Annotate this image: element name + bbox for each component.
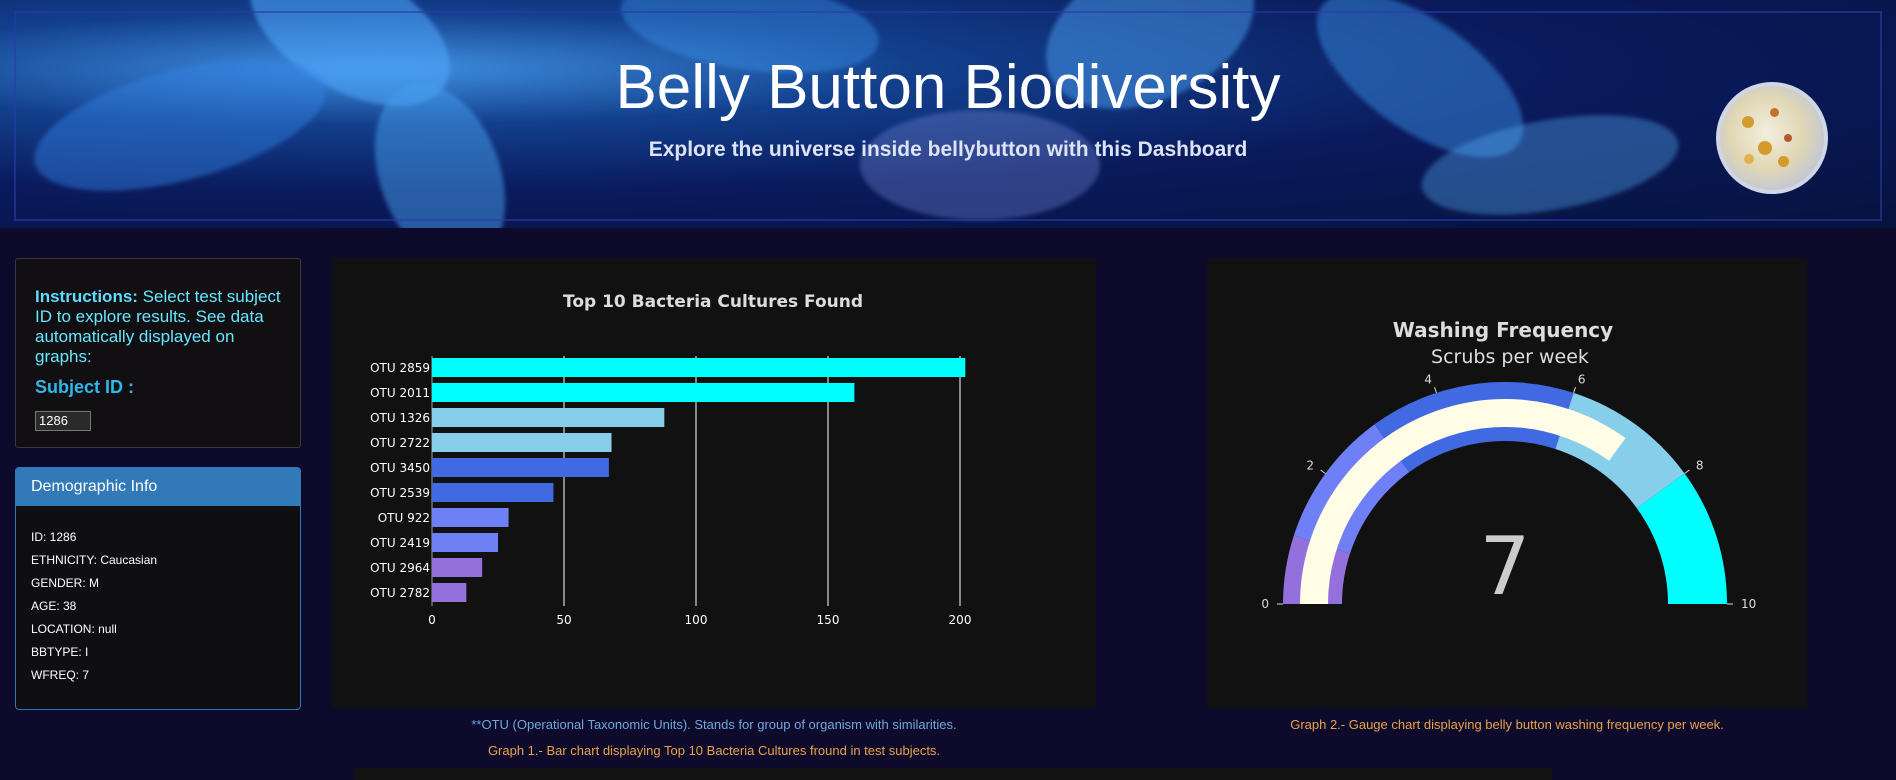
y-tick-label: OTU 2419 [370,536,430,550]
y-tick-label: OTU 2859 [370,361,430,375]
instructions-lead: Instructions: [35,287,138,306]
bar-chart-title: Top 10 Bacteria Cultures Found [563,292,863,312]
bar [432,408,665,427]
gauge-tick-label: 4 [1424,373,1432,387]
x-tick-label: 200 [949,613,972,627]
gauge-tick-label: 2 [1306,458,1314,472]
demographic-panel: Demographic Info ID: 1286 ETHNICITY: Cau… [15,467,301,710]
graph2-caption: Graph 2.- Gauge chart displaying belly b… [1290,717,1724,732]
y-tick-label: OTU 2964 [370,561,430,575]
demographic-title: Demographic Info [16,468,300,506]
demographic-row: WFREQ: 7 [31,668,90,682]
banner-frame [14,11,1882,221]
demographic-row: BBTYPE: I [31,645,89,659]
gauge-value-label: 7 [1480,520,1531,613]
bar-chart-panel: Top 10 Bacteria Cultures Found 0 50 100 150… [332,258,1096,708]
y-tick-label: OTU 2722 [370,436,430,450]
x-tick-label: 50 [556,613,571,627]
instructions-panel: Instructions: Select test subject ID to … [15,258,301,448]
demographic-body: ID: 1286 ETHNICITY: Caucasian GENDER: M … [16,506,300,707]
y-tick-label: OTU 3450 [370,461,430,475]
gauge-tick [1434,387,1437,394]
gauge-tick [1684,469,1690,474]
gauge-tick-label: 10 [1741,597,1756,611]
x-tick-label: 100 [685,613,708,627]
y-tick-label: OTU 1326 [370,411,430,425]
bar [432,458,609,477]
instructions-text: Instructions: Select test subject ID to … [35,287,281,367]
demographic-row: AGE: 38 [31,599,77,613]
bar [432,583,467,602]
subject-id-label: Subject ID : [35,377,135,397]
gauge-step [1636,473,1727,604]
graph1-caption: Graph 1.- Bar chart displaying Top 10 Ba… [487,743,941,758]
otu-note-caption: **OTU (Operational Taxonomic Units). Sta… [471,717,957,732]
bar [432,533,498,552]
x-tick-label: 150 [817,613,840,627]
demographic-row: GENDER: M [31,576,100,590]
y-tick-label: OTU 2782 [370,586,430,600]
gauge-value-bar [1300,399,1626,604]
header-banner: Belly Button Biodiversity Explore the un… [0,0,1896,228]
x-tick-label: 0 [428,613,436,627]
gauge-tick-label: 6 [1578,373,1586,387]
bar [432,358,966,377]
demographic-row: ID: 1286 [31,530,77,544]
y-tick-label: OTU 922 [378,511,430,525]
gauge-chart: Washing Frequency Scrubs per week 0 2 4 6 8 1… [1261,318,1756,613]
gauge-tick [1320,469,1326,474]
bacteria-decoration [860,110,1100,220]
bottom-panel-edge [354,768,1552,780]
y-tick-label: OTU 2011 [370,386,430,400]
page-title: Belly Button Biodiversity [615,53,1281,122]
page-subtitle: Explore the universe inside bellybutton … [648,138,1248,161]
gauge-subtitle: Scrubs per week [1431,346,1589,368]
petri-dish-icon [1716,82,1828,194]
y-tick-label: OTU 2539 [370,486,430,500]
subject-id-select[interactable]: 1286 [35,411,91,431]
gauge-title: Washing Frequency [1393,318,1613,342]
gauge-tick [1573,387,1576,394]
bar [432,508,509,527]
bar-chart: Top 10 Bacteria Cultures Found 0 50 100 150… [370,292,972,627]
demographic-row: LOCATION: null [31,622,117,636]
bar [432,433,612,452]
demographic-row: ETHNICITY: Caucasian [31,553,158,567]
gauge-tick-label: 0 [1261,597,1269,611]
gauge-chart-panel: Washing Frequency Scrubs per week 0 2 4 6 8 1… [1207,258,1807,708]
bar [432,558,483,577]
bar [432,383,855,402]
bar [432,483,554,502]
instructions-body: Select test subject ID to explore result… [35,287,281,366]
gauge-tick-label: 8 [1696,458,1704,472]
